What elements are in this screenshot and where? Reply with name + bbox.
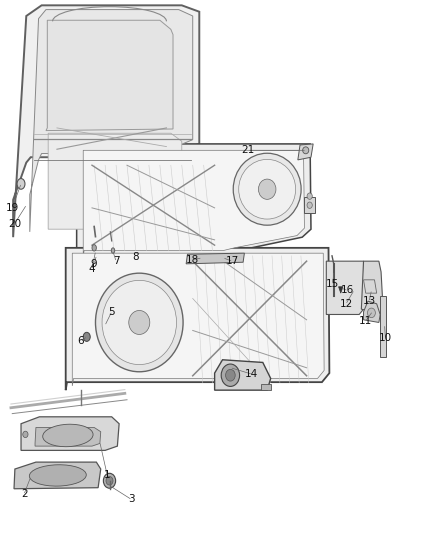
Text: 12: 12 bbox=[339, 299, 353, 309]
Polygon shape bbox=[364, 280, 377, 293]
Polygon shape bbox=[13, 5, 199, 237]
Polygon shape bbox=[66, 248, 329, 390]
Text: 14: 14 bbox=[245, 369, 258, 379]
Polygon shape bbox=[326, 261, 364, 314]
Text: 5: 5 bbox=[108, 307, 115, 317]
Text: 7: 7 bbox=[113, 256, 120, 266]
Text: 8: 8 bbox=[132, 252, 139, 262]
Text: 11: 11 bbox=[359, 316, 372, 326]
Ellipse shape bbox=[239, 159, 296, 219]
Polygon shape bbox=[215, 360, 271, 390]
Text: 6: 6 bbox=[78, 336, 85, 346]
Text: 3: 3 bbox=[128, 495, 135, 504]
Polygon shape bbox=[46, 20, 173, 131]
Ellipse shape bbox=[221, 364, 240, 386]
Ellipse shape bbox=[95, 273, 183, 372]
Polygon shape bbox=[380, 296, 386, 357]
Ellipse shape bbox=[103, 473, 116, 488]
Ellipse shape bbox=[43, 424, 93, 447]
Ellipse shape bbox=[367, 308, 375, 318]
Ellipse shape bbox=[226, 369, 235, 381]
Polygon shape bbox=[14, 462, 101, 489]
Polygon shape bbox=[48, 133, 182, 229]
Polygon shape bbox=[361, 261, 383, 314]
Text: 1: 1 bbox=[104, 471, 111, 480]
Polygon shape bbox=[72, 253, 324, 386]
Text: 21: 21 bbox=[242, 146, 255, 155]
Ellipse shape bbox=[23, 431, 28, 438]
Ellipse shape bbox=[307, 202, 312, 208]
Text: 17: 17 bbox=[226, 256, 239, 266]
Polygon shape bbox=[304, 197, 315, 213]
Polygon shape bbox=[30, 10, 193, 232]
Polygon shape bbox=[261, 384, 271, 390]
Polygon shape bbox=[35, 427, 101, 446]
Text: 4: 4 bbox=[88, 264, 95, 274]
Text: 15: 15 bbox=[326, 279, 339, 288]
Polygon shape bbox=[21, 417, 119, 450]
Ellipse shape bbox=[92, 245, 96, 251]
Ellipse shape bbox=[102, 280, 177, 365]
Text: 16: 16 bbox=[341, 286, 354, 295]
Ellipse shape bbox=[83, 333, 90, 341]
Ellipse shape bbox=[111, 248, 115, 253]
Polygon shape bbox=[186, 253, 244, 264]
Text: 20: 20 bbox=[8, 219, 21, 229]
Ellipse shape bbox=[233, 153, 301, 225]
Polygon shape bbox=[339, 287, 343, 293]
Ellipse shape bbox=[17, 179, 25, 189]
Ellipse shape bbox=[129, 310, 150, 335]
Polygon shape bbox=[298, 144, 313, 160]
Text: 2: 2 bbox=[21, 489, 28, 499]
Polygon shape bbox=[83, 150, 304, 257]
Polygon shape bbox=[364, 301, 380, 322]
Text: 10: 10 bbox=[379, 334, 392, 343]
Text: 9: 9 bbox=[91, 259, 98, 269]
Ellipse shape bbox=[106, 477, 113, 485]
Ellipse shape bbox=[258, 179, 276, 199]
Ellipse shape bbox=[29, 465, 86, 486]
Text: 19: 19 bbox=[6, 203, 19, 213]
Text: 18: 18 bbox=[186, 255, 199, 264]
Ellipse shape bbox=[307, 193, 312, 199]
Text: 13: 13 bbox=[363, 296, 376, 306]
Ellipse shape bbox=[303, 147, 309, 154]
Polygon shape bbox=[77, 144, 311, 261]
